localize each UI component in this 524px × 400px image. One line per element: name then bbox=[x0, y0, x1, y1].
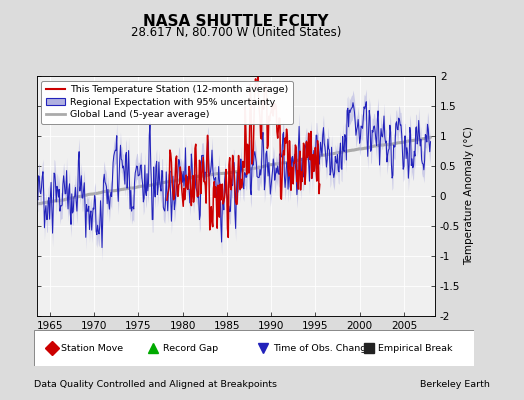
Text: Berkeley Earth: Berkeley Earth bbox=[420, 380, 490, 389]
Text: 28.617 N, 80.700 W (United States): 28.617 N, 80.700 W (United States) bbox=[130, 26, 341, 39]
Y-axis label: Temperature Anomaly (°C): Temperature Anomaly (°C) bbox=[464, 126, 474, 266]
Text: Time of Obs. Change: Time of Obs. Change bbox=[272, 344, 372, 353]
Text: Empirical Break: Empirical Break bbox=[378, 344, 453, 353]
Text: Station Move: Station Move bbox=[61, 344, 124, 353]
Legend: This Temperature Station (12-month average), Regional Expectation with 95% uncer: This Temperature Station (12-month avera… bbox=[41, 81, 293, 124]
Text: Data Quality Controlled and Aligned at Breakpoints: Data Quality Controlled and Aligned at B… bbox=[34, 380, 277, 389]
Text: NASA SHUTTLE FCLTY: NASA SHUTTLE FCLTY bbox=[143, 14, 329, 29]
Text: Record Gap: Record Gap bbox=[162, 344, 217, 353]
